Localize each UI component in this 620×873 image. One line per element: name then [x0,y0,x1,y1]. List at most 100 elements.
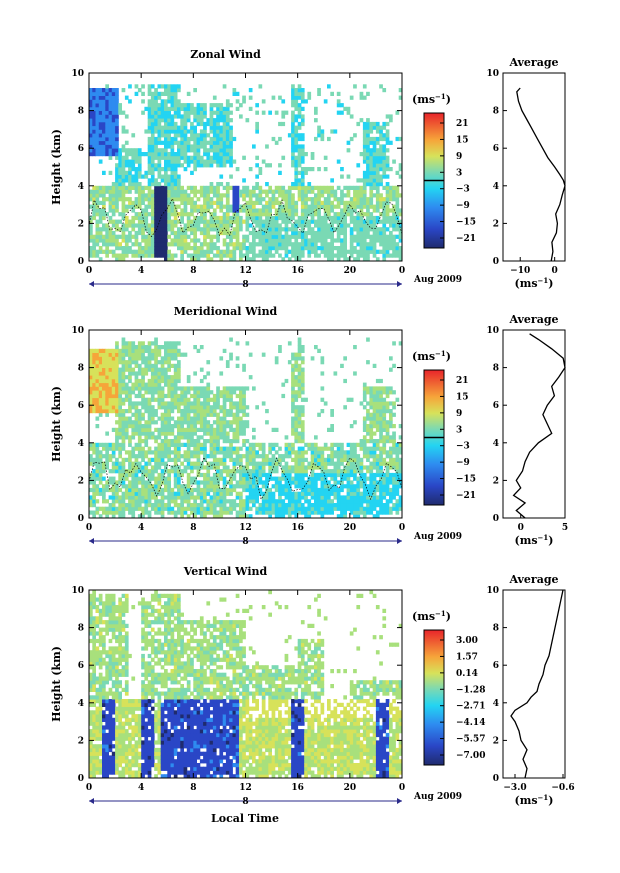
heatmap-cell [356,484,361,489]
heatmap-cell [353,234,357,239]
heatmap-cell [105,356,109,361]
heatmap-cell [170,227,175,232]
heatmap-cell [336,185,341,190]
heatmap-cell [115,446,119,451]
heatmap-cell [121,435,126,440]
heatmap-cell [141,91,145,96]
heatmap-cell [190,159,194,164]
heatmap-cell [206,219,211,224]
day-span-arrow-left [89,281,94,287]
heatmap-cell [180,125,184,130]
heatmap-cell [203,219,207,224]
heatmap-cell [261,234,266,239]
heatmap-cell [252,212,256,217]
heatmap-cell [157,215,162,221]
heatmap-cell [219,491,224,496]
heatmap-cell [92,514,96,519]
heatmap-cell [340,215,344,221]
heatmap-cell [353,246,357,251]
heatmap-cell [239,424,243,429]
heatmap-cell [160,390,165,395]
heatmap-cell [121,378,126,384]
x-tick-label: 8 [190,266,196,276]
heatmap-cell [180,487,184,493]
heatmap-cell [186,457,191,462]
heatmap-cell [118,510,122,515]
heatmap-cell [229,148,233,153]
heatmap-cell [356,204,361,209]
heatmap-cell [170,193,175,198]
heatmap-cell [173,424,178,429]
heatmap-cell [102,223,106,228]
heatmap-cell [294,360,299,365]
heatmap-cell [124,238,129,243]
heatmap-cell [190,197,194,202]
heatmap-cell [203,499,207,504]
heatmap-cell [154,234,158,239]
heatmap-cell [317,223,321,228]
heatmap-cell [206,424,211,429]
heatmap-cell [157,431,162,436]
heatmap-cell [300,487,305,493]
heatmap-cell [121,174,126,179]
heatmap-cell [137,356,142,361]
heatmap-cell [206,499,211,504]
heatmap-cell [294,200,299,205]
heatmap-cell [102,118,106,123]
heatmap-cell [310,472,315,478]
heatmap-cell [255,163,259,168]
heatmap-cell [274,234,279,239]
heatmap-cell [89,140,93,145]
heatmap-cell [115,420,119,425]
heatmap-cell [340,363,344,368]
heatmap-cell [128,99,132,104]
heatmap-cell [307,442,312,447]
heatmap-cell [271,461,276,466]
heatmap-cell [154,230,158,236]
heatmap-cell [199,378,204,384]
heatmap-cell [167,152,171,157]
heatmap-cell [141,223,145,228]
heatmap-cell [389,197,393,202]
heatmap-cell [310,450,315,455]
heatmap-cell [310,234,315,239]
heatmap-cell [398,249,403,254]
heatmap-cell [225,155,230,160]
heatmap-cell [362,125,367,130]
heatmap-cell [255,223,259,228]
heatmap-cell [274,249,279,254]
heatmap-cell [268,506,272,511]
heatmap-cell [206,412,211,417]
heatmap-cell [235,427,240,432]
heatmap-cell [115,345,119,350]
heatmap-cell [294,170,299,175]
heatmap-cell [203,397,207,402]
heatmap-cell [134,174,139,179]
heatmap-cell [284,193,289,198]
heatmap-cell [291,163,295,168]
heatmap-cell [284,487,289,493]
heatmap-cell [349,204,354,209]
heatmap-cell [304,99,308,104]
heatmap-cell [115,219,119,224]
heatmap-cell [271,95,276,100]
heatmap-cell [144,442,149,447]
heatmap-cell [105,352,109,357]
heatmap-cell [98,356,103,361]
heatmap-cell [212,253,217,258]
heatmap-cell [385,174,390,179]
heatmap-cell [190,439,194,444]
heatmap-cell [111,148,116,153]
heatmap-cell [118,219,122,224]
heatmap-cell [154,204,158,209]
heatmap-cell [317,200,321,205]
heatmap-cell [196,427,201,432]
heatmap-cell [108,197,113,202]
heatmap-cell [248,95,253,100]
heatmap-cell [300,253,305,258]
heatmap-cell [147,227,152,232]
heatmap-cell [271,484,276,489]
heatmap-cell [212,484,217,489]
heatmap-cell [336,204,341,209]
heatmap-cell [297,393,302,399]
